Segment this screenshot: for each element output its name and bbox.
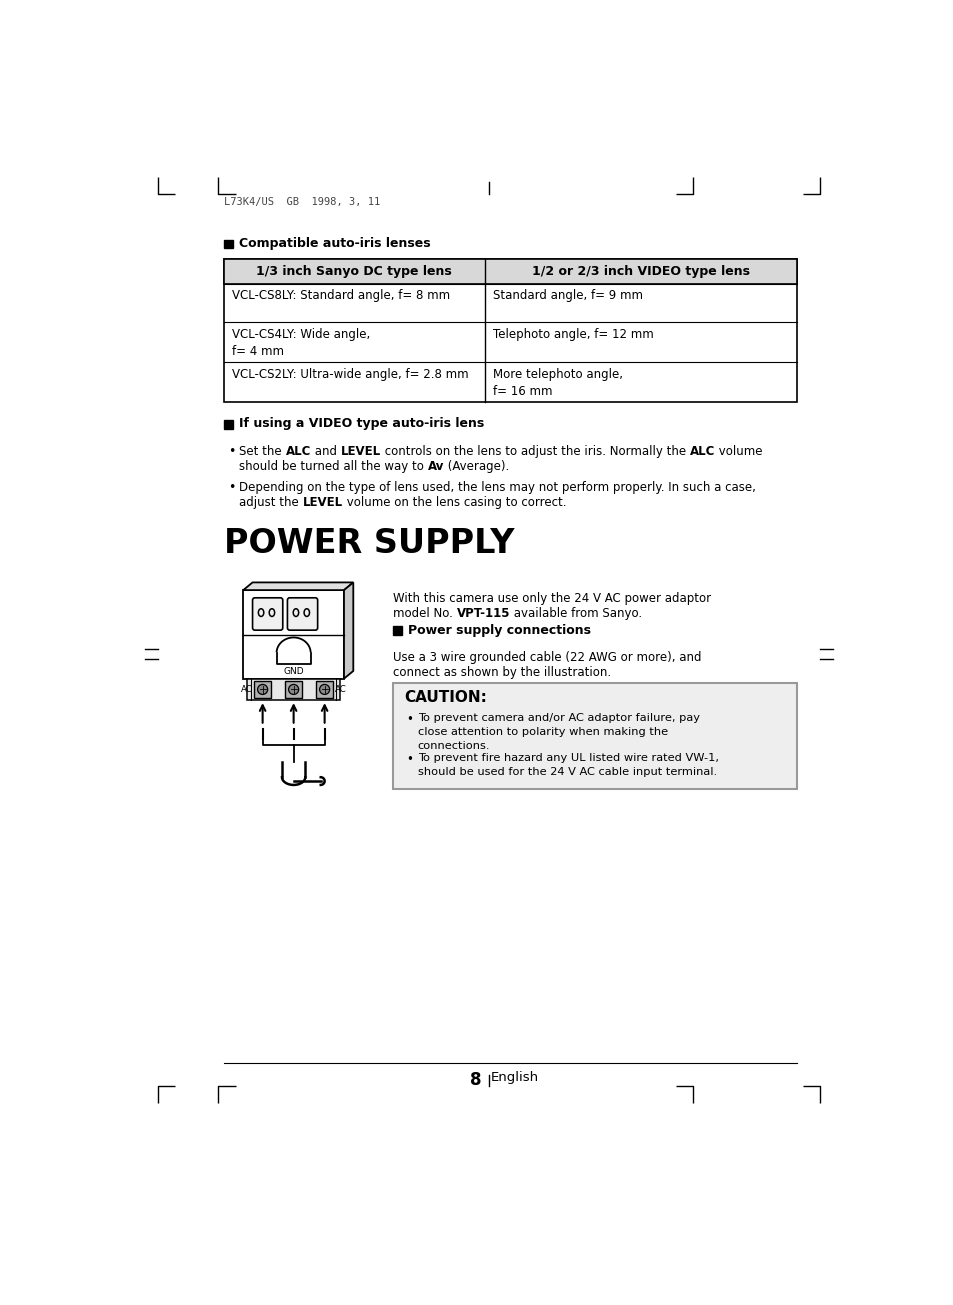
FancyBboxPatch shape [253,598,282,630]
Text: POWER SUPPLY: POWER SUPPLY [224,527,514,560]
Bar [224,258,797,402]
Text: connect as shown by the illustration.: connect as shown by the illustration. [393,666,610,679]
Text: 1/3 inch Sanyo DC type lens: 1/3 inch Sanyo DC type lens [256,265,452,278]
Bar [224,258,797,283]
Text: model No.: model No. [393,607,456,620]
Text: Telephoto angle, f= 12 mm: Telephoto angle, f= 12 mm [492,328,653,341]
Bar [243,590,344,679]
Circle shape [257,684,268,694]
Text: VCL-CS4LY: Wide angle,
f= 4 mm: VCL-CS4LY: Wide angle, f= 4 mm [232,328,370,358]
Text: (Average).: (Average). [444,461,509,474]
Polygon shape [243,582,353,590]
Bar [393,626,401,636]
Text: controls on the lens to adjust the iris. Normally the: controls on the lens to adjust the iris.… [380,445,689,458]
Text: To prevent fire hazard any UL listed wire rated VW-1,
should be used for the 24 : To prevent fire hazard any UL listed wir… [417,753,718,776]
Text: Set the: Set the [239,445,286,458]
Text: LEVEL: LEVEL [302,496,343,509]
Text: should be turned all the way to: should be turned all the way to [239,461,428,474]
Text: ALC: ALC [286,445,311,458]
Text: available from Sanyo.: available from Sanyo. [510,607,641,620]
Text: If using a VIDEO type auto-iris lens: If using a VIDEO type auto-iris lens [238,418,483,431]
Text: More telephoto angle,
f= 16 mm: More telephoto angle, f= 16 mm [492,368,622,398]
Text: English: English [491,1070,538,1083]
Text: •: • [228,445,235,458]
Bar [393,683,797,788]
Bar [315,681,333,698]
Text: CAUTION:: CAUTION: [404,690,487,705]
Text: Av: Av [428,461,444,474]
Text: VPT-115: VPT-115 [456,607,510,620]
Bar [247,679,340,701]
Text: To prevent camera and/or AC adaptor failure, pay
close attention to polarity whe: To prevent camera and/or AC adaptor fail… [417,714,699,750]
Bar [224,240,233,248]
Circle shape [289,684,298,694]
Text: Use a 3 wire grounded cable (22 AWG or more), and: Use a 3 wire grounded cable (22 AWG or m… [393,651,700,663]
Text: VCL-CS2LY: Ultra-wide angle, f= 2.8 mm: VCL-CS2LY: Ultra-wide angle, f= 2.8 mm [232,368,468,381]
Text: and: and [311,445,340,458]
Bar [253,681,271,698]
Text: volume: volume [715,445,762,458]
Text: LEVEL: LEVEL [340,445,380,458]
Text: •: • [406,753,413,766]
Text: volume on the lens casing to correct.: volume on the lens casing to correct. [343,496,566,509]
Text: AC: AC [335,685,346,694]
Text: adjust the: adjust the [239,496,302,509]
Text: Power supply connections: Power supply connections [407,624,590,637]
Text: Depending on the type of lens used, the lens may not perform properly. In such a: Depending on the type of lens used, the … [239,480,756,493]
Polygon shape [344,582,353,679]
Text: 1/2 or 2/3 inch VIDEO type lens: 1/2 or 2/3 inch VIDEO type lens [532,265,749,278]
Text: GND: GND [283,667,304,676]
Text: •: • [228,480,235,493]
Text: With this camera use only the 24 V AC power adaptor: With this camera use only the 24 V AC po… [393,592,710,606]
Text: VCL-CS8LY: Standard angle, f= 8 mm: VCL-CS8LY: Standard angle, f= 8 mm [232,288,449,301]
Text: L73K4/US  GB  1998, 3, 11: L73K4/US GB 1998, 3, 11 [224,197,379,207]
Text: AC: AC [240,685,252,694]
Text: 8: 8 [470,1070,481,1088]
Text: •: • [406,714,413,727]
Bar [285,681,302,698]
Text: ALC: ALC [689,445,715,458]
Circle shape [319,684,330,694]
Bar [224,420,233,428]
Text: Compatible auto-iris lenses: Compatible auto-iris lenses [238,238,430,251]
FancyBboxPatch shape [287,598,317,630]
Text: Standard angle, f= 9 mm: Standard angle, f= 9 mm [492,288,642,301]
